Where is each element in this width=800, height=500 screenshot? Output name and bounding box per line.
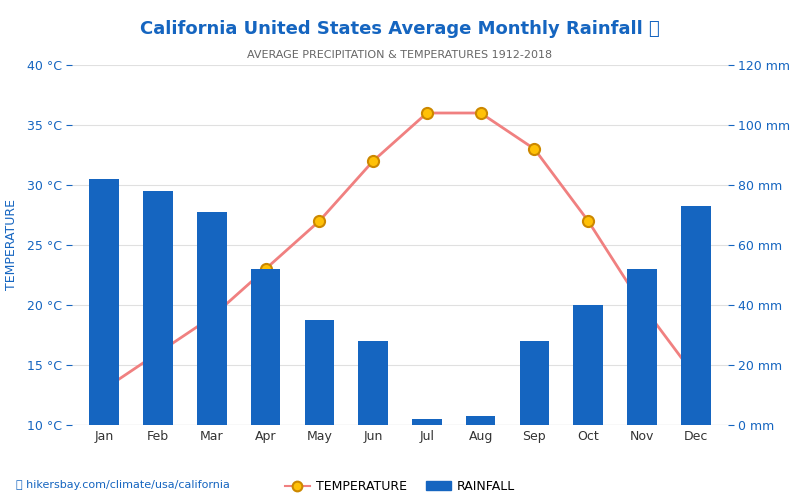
Text: 📍 hikersbay.com/climate/usa/california: 📍 hikersbay.com/climate/usa/california <box>16 480 230 490</box>
Y-axis label: TEMPERATURE: TEMPERATURE <box>6 200 18 290</box>
Bar <box>197 212 226 425</box>
Bar <box>305 320 334 425</box>
Bar <box>681 206 710 425</box>
Bar <box>250 269 280 425</box>
Bar <box>358 341 388 425</box>
Bar <box>627 269 657 425</box>
Legend: TEMPERATURE, RAINFALL: TEMPERATURE, RAINFALL <box>280 475 520 498</box>
Bar <box>412 419 442 425</box>
Bar <box>90 179 119 425</box>
Bar <box>466 416 495 425</box>
Text: AVERAGE PRECIPITATION & TEMPERATURES 1912-2018: AVERAGE PRECIPITATION & TEMPERATURES 191… <box>247 50 553 60</box>
Bar <box>520 341 550 425</box>
Bar <box>143 191 173 425</box>
Text: California United States Average Monthly Rainfall 🌧: California United States Average Monthly… <box>140 20 660 38</box>
Bar <box>574 305 603 425</box>
